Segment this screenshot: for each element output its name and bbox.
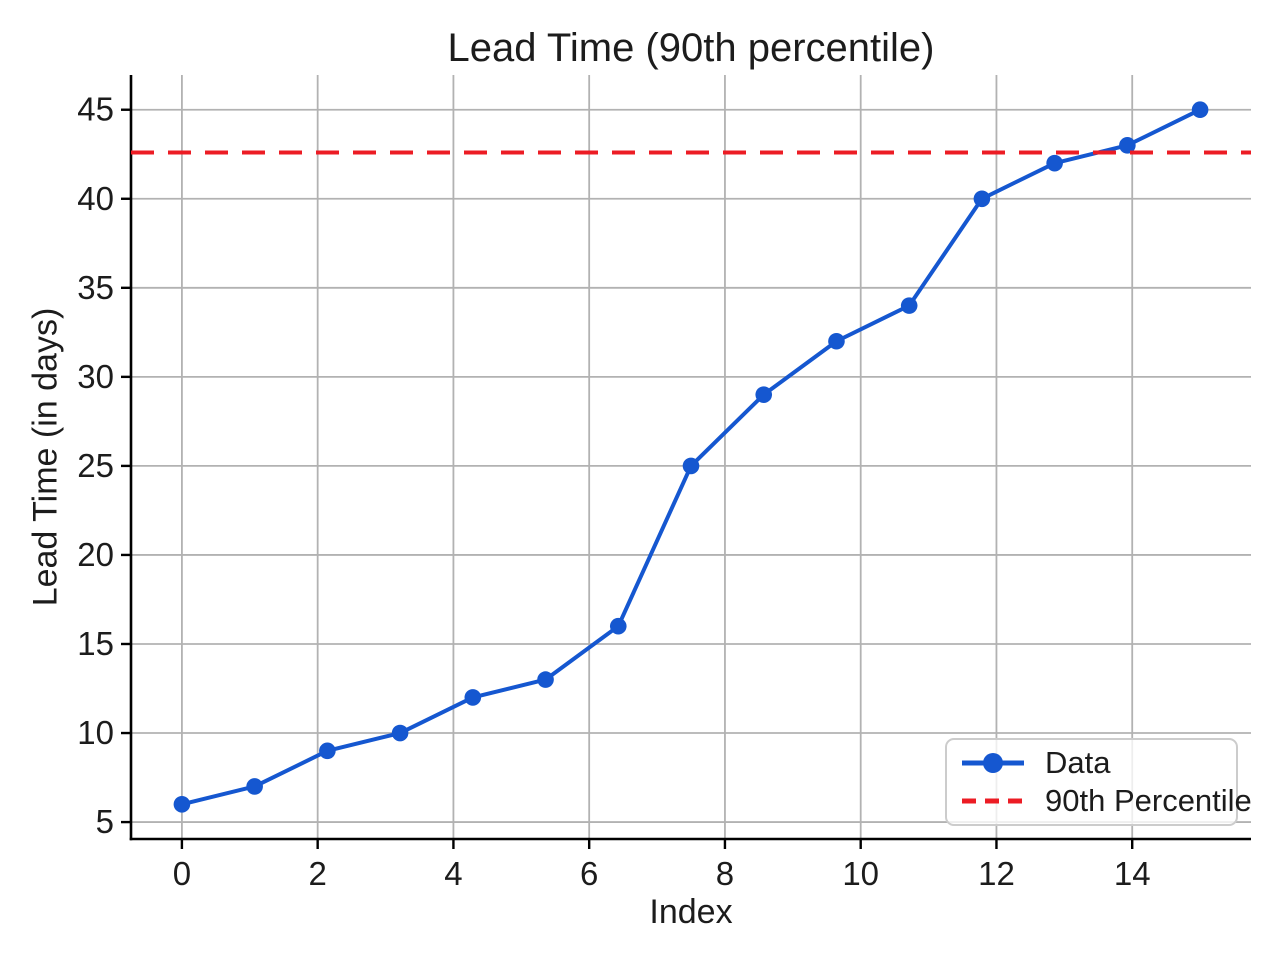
data-series-line	[179, 107, 1203, 807]
x-tick-label: 2	[308, 855, 326, 892]
data-point-marker	[973, 190, 991, 208]
y-tick-label: 20	[77, 536, 114, 573]
data-point-marker	[246, 778, 263, 795]
y-tick-label: 45	[77, 91, 114, 128]
axis-ticks	[121, 108, 1134, 849]
legend-label-percentile: 90th Percentile	[1045, 783, 1252, 818]
x-tick-label: 8	[716, 855, 734, 892]
data-point-marker	[609, 617, 627, 635]
x-tick-label: 10	[842, 855, 879, 892]
tick-labels: 0 2 4 6 8 10 12 14 5 10 15 20 25 30 35 40 45	[77, 91, 1150, 892]
legend-label-data: Data	[1045, 745, 1111, 780]
data-point-marker	[1191, 101, 1209, 119]
y-tick-label: 10	[77, 714, 114, 751]
data-point-marker	[464, 689, 482, 706]
data-point-marker	[755, 386, 773, 403]
x-tick-label: 6	[580, 855, 598, 892]
data-point-marker	[1119, 137, 1136, 154]
data-point-marker	[391, 724, 409, 742]
data-point-marker	[900, 297, 918, 314]
data-point-marker	[537, 671, 554, 688]
y-axis-label: Lead Time (in days)	[26, 307, 65, 607]
x-tick-label: 0	[173, 855, 191, 892]
x-tick-label: 12	[978, 855, 1015, 892]
legend: Data 90th Percentile	[945, 738, 1252, 826]
data-point-marker	[1046, 154, 1063, 172]
x-tick-label: 4	[444, 855, 462, 892]
y-tick-label: 15	[77, 625, 114, 662]
y-tick-label: 40	[77, 180, 114, 217]
percentile-swatch	[962, 798, 1024, 804]
x-axis-label: Index	[649, 893, 733, 931]
y-tick-label: 25	[77, 447, 114, 484]
chart-title: Lead Time (90th percentile)	[447, 26, 935, 70]
y-tick-label: 30	[77, 358, 114, 395]
x-tick-label: 14	[1114, 855, 1151, 892]
gridlines	[131, 75, 1251, 839]
data-point-marker	[828, 332, 845, 350]
data-series-markers	[173, 101, 1209, 813]
y-tick-label: 35	[77, 269, 114, 306]
data-series-swatch	[962, 753, 1024, 773]
y-tick-label: 5	[96, 803, 114, 840]
legend-item-percentile: 90th Percentile	[961, 783, 1252, 819]
data-point-marker	[173, 795, 191, 813]
data-point-marker	[319, 742, 336, 760]
data-point-marker	[682, 457, 700, 475]
legend-item-data: Data	[961, 745, 1222, 781]
